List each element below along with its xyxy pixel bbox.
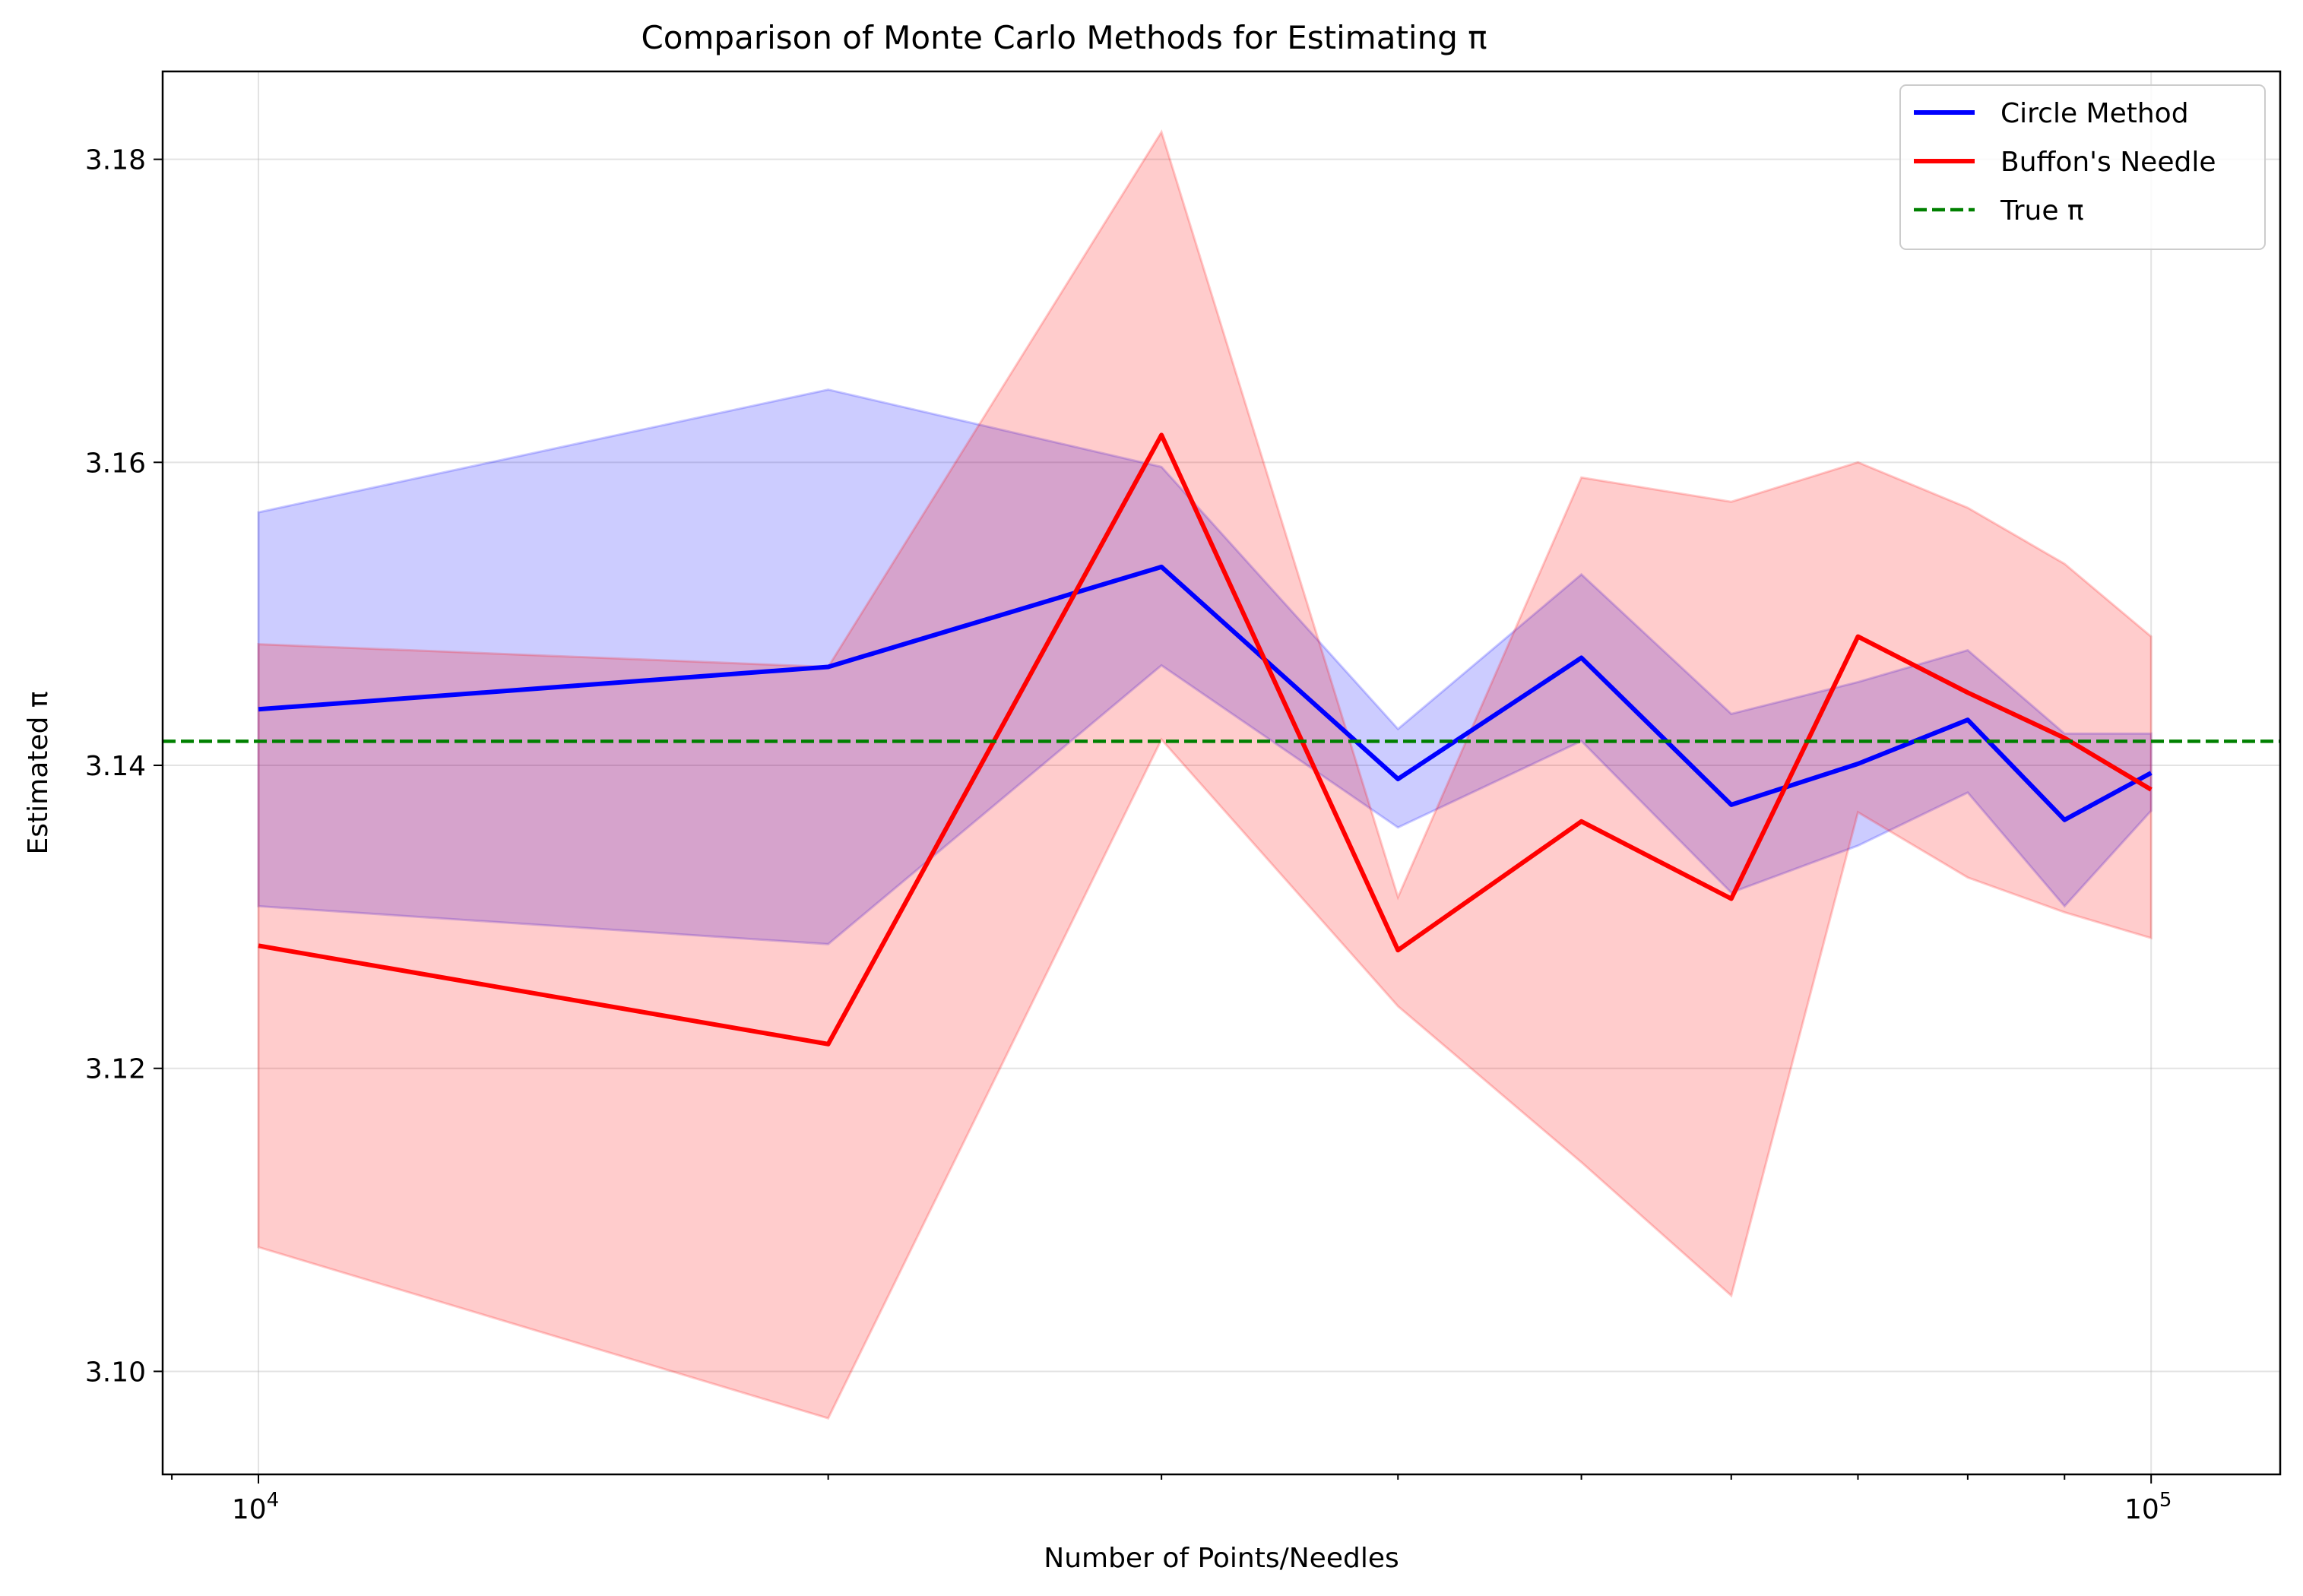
plot-frame <box>161 70 2282 1476</box>
x-tick-label-1: 105 <box>2124 1489 2172 1525</box>
x-tick-label-0: 104 <box>232 1489 279 1525</box>
y-tick-label-0: 3.10 <box>85 1357 146 1388</box>
legend-label-0: Circle Method <box>2000 98 2189 129</box>
series-line-0 <box>258 564 2153 822</box>
chart-title: Comparison of Monte Carlo Methods for Es… <box>641 19 1487 56</box>
y-tick-label-2: 3.14 <box>85 751 146 782</box>
y-tick-label-4: 3.18 <box>85 145 146 176</box>
axis-ticks: 104 105 3.10 3.12 3.14 3.16 3.18 <box>85 145 2172 1525</box>
series-lines <box>163 432 2280 1047</box>
y-tick-label-1: 3.12 <box>85 1054 146 1085</box>
y-tick-label-3: 3.16 <box>85 448 146 479</box>
grid <box>163 71 2280 1474</box>
confidence-bands <box>257 129 2153 1420</box>
x-axis-label: Number of Points/Needles <box>1044 1543 1399 1574</box>
legend: Circle Method Buffon's Needle True π <box>1899 84 2266 250</box>
legend-label-1: Buffon's Needle <box>2000 147 2216 178</box>
band-1 <box>257 129 2153 1420</box>
legend-box <box>1899 84 2266 250</box>
y-axis-label: Estimated π <box>23 692 54 855</box>
band-0 <box>257 388 2153 945</box>
legend-label-2: True π <box>2000 195 2084 226</box>
